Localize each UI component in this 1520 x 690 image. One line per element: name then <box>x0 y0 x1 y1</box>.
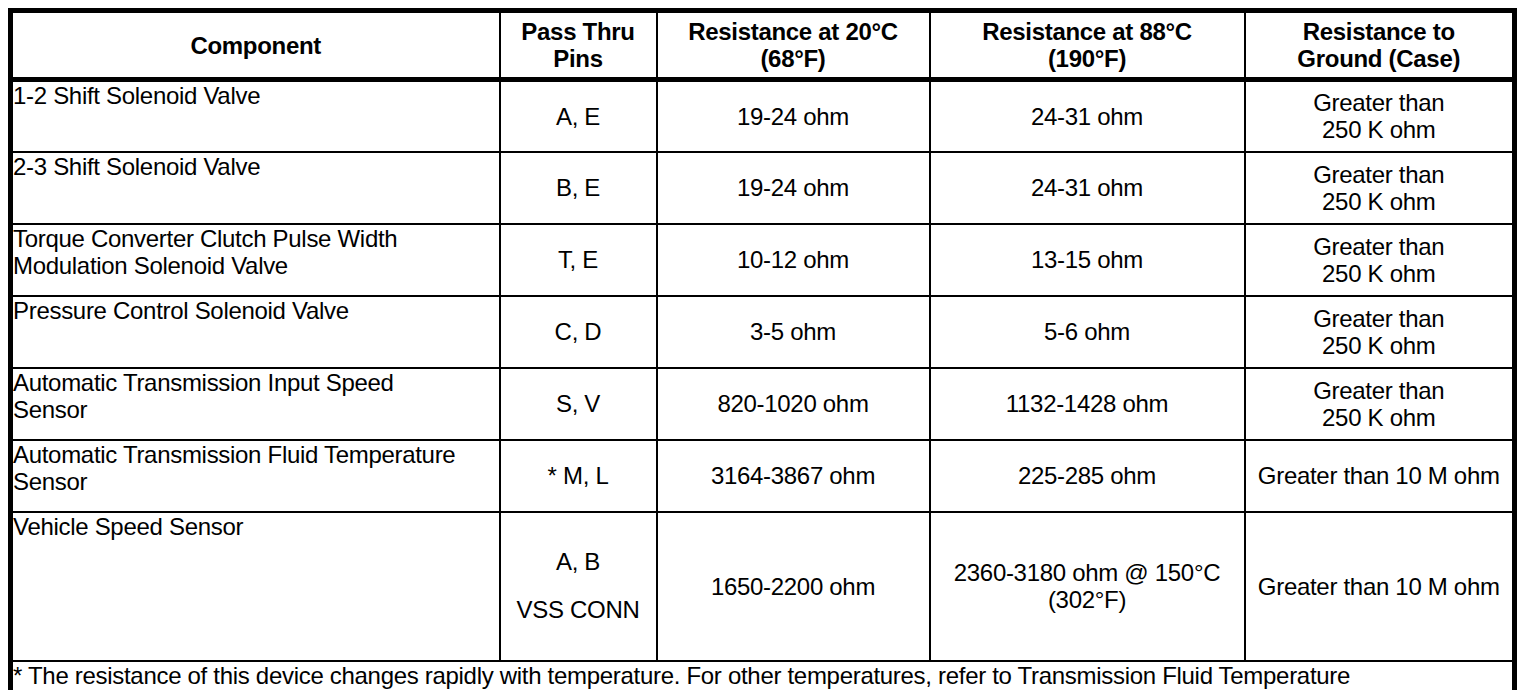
table-row-fluid-temperature-sensor: Automatic Transmission Fluid Temperature… <box>11 440 1515 512</box>
resistance-ground-cell: Greater than 250 K ohm <box>1245 80 1515 152</box>
component-cell: 2-3 Shift Solenoid Valve <box>11 152 500 224</box>
pins-cell: C, D <box>500 296 657 368</box>
resistance-ground-cell: Greater than 250 K ohm <box>1245 224 1515 296</box>
column-header-component: Component <box>11 11 500 80</box>
resistance-88c-cell: 1132-1428 ohm <box>930 368 1245 440</box>
resistance-20c-cell: 3-5 ohm <box>657 296 930 368</box>
component-cell: 1-2 Shift Solenoid Valve <box>11 80 500 152</box>
resistance-88c-cell: 225-285 ohm <box>930 440 1245 512</box>
resistance-88c-cell: 13-15 ohm <box>930 224 1245 296</box>
column-header-resistance-88c: Resistance at 88°C (190°F) <box>930 11 1245 80</box>
pins-top-label: A, B <box>556 548 600 575</box>
table-row-input-speed-sensor: Automatic Transmission Input Speed Senso… <box>11 368 1515 440</box>
table-row-vehicle-speed-sensor: Vehicle Speed Sensor A, B VSS CONN 1650-… <box>11 512 1515 661</box>
resistance-88c-cell: 24-31 ohm <box>930 80 1245 152</box>
resistance-spec-table: Component Pass Thru Pins Resistance at 2… <box>8 8 1517 690</box>
pins-cell: A, B VSS CONN <box>500 512 657 661</box>
footnote-row: * The resistance of this device changes … <box>11 661 1515 690</box>
resistance-ground-cell: Greater than 10 M ohm <box>1245 512 1515 661</box>
pins-split-layout: A, B VSS CONN <box>501 540 656 633</box>
resistance-20c-cell: 3164-3867 ohm <box>657 440 930 512</box>
resistance-ground-cell: Greater than 250 K ohm <box>1245 296 1515 368</box>
pins-cell: * M, L <box>500 440 657 512</box>
footnote-text: * The resistance of this device changes … <box>11 661 1515 690</box>
resistance-20c-cell: 820-1020 ohm <box>657 368 930 440</box>
column-header-resistance-ground: Resistance to Ground (Case) <box>1245 11 1515 80</box>
resistance-20c-cell: 10-12 ohm <box>657 224 930 296</box>
column-header-pass-thru-pins: Pass Thru Pins <box>500 11 657 80</box>
resistance-88c-cell: 2360-3180 ohm @ 150°C (302°F) <box>930 512 1245 661</box>
component-cell: Automatic Transmission Fluid Temperature… <box>11 440 500 512</box>
service-manual-page: Component Pass Thru Pins Resistance at 2… <box>0 0 1520 690</box>
table-row-1-2-shift-solenoid: 1-2 Shift Solenoid Valve A, E 19-24 ohm … <box>11 80 1515 152</box>
table-row-tcc-pwm-solenoid: Torque Converter Clutch Pulse Width Modu… <box>11 224 1515 296</box>
table-row-2-3-shift-solenoid: 2-3 Shift Solenoid Valve B, E 19-24 ohm … <box>11 152 1515 224</box>
resistance-ground-cell: Greater than 10 M ohm <box>1245 440 1515 512</box>
resistance-20c-cell: 19-24 ohm <box>657 80 930 152</box>
resistance-20c-cell: 1650-2200 ohm <box>657 512 930 661</box>
component-cell: Torque Converter Clutch Pulse Width Modu… <box>11 224 500 296</box>
resistance-88c-cell: 24-31 ohm <box>930 152 1245 224</box>
pins-cell: T, E <box>500 224 657 296</box>
pins-cell: A, E <box>500 80 657 152</box>
resistance-88c-cell: 5-6 ohm <box>930 296 1245 368</box>
resistance-ground-cell: Greater than 250 K ohm <box>1245 368 1515 440</box>
resistance-20c-cell: 19-24 ohm <box>657 152 930 224</box>
table-row-pressure-control-solenoid: Pressure Control Solenoid Valve C, D 3-5… <box>11 296 1515 368</box>
pins-cell: B, E <box>500 152 657 224</box>
component-cell: Pressure Control Solenoid Valve <box>11 296 500 368</box>
component-cell: Automatic Transmission Input Speed Senso… <box>11 368 500 440</box>
pins-cell: S, V <box>500 368 657 440</box>
column-header-resistance-20c: Resistance at 20°C (68°F) <box>657 11 930 80</box>
header-row: Component Pass Thru Pins Resistance at 2… <box>11 11 1515 80</box>
component-cell: Vehicle Speed Sensor <box>11 512 500 661</box>
resistance-ground-cell: Greater than 250 K ohm <box>1245 152 1515 224</box>
pins-bottom-label: VSS CONN <box>517 596 640 623</box>
